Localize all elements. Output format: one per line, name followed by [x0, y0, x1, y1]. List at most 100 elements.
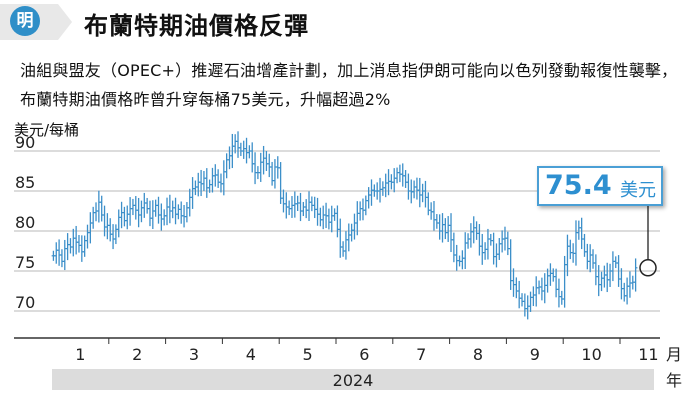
price-bar-3-4 — [173, 197, 178, 225]
price-bar-7-3 — [398, 164, 402, 183]
price-bar-10-5 — [574, 220, 578, 266]
price-bar-9-11 — [534, 276, 539, 307]
price-bar-1-19 — [102, 205, 107, 237]
price-bar-1-6 — [65, 233, 70, 261]
price-bar-4-11 — [250, 142, 255, 173]
price-bar-6-1 — [335, 205, 340, 238]
price-bar-9-14 — [542, 273, 547, 304]
y-tick-label-75: 75 — [15, 253, 35, 272]
price-bar-7-17 — [437, 214, 442, 240]
price-bar-8-16 — [491, 232, 496, 265]
price-bar-10-18 — [611, 251, 615, 282]
price-bar-6-16 — [378, 177, 382, 203]
price-bar-9-7 — [523, 293, 527, 317]
price-bar-7-19 — [443, 218, 448, 240]
price-bar-6-6 — [349, 223, 354, 242]
price-bar-10-15 — [602, 265, 607, 288]
price-bar-3-6 — [179, 201, 184, 224]
price-bar-7-10 — [417, 177, 422, 208]
price-bar-8-12 — [480, 233, 485, 265]
price-bar-1-13 — [85, 224, 90, 249]
price-bar-7-5 — [403, 170, 408, 188]
price-bar-1-10 — [77, 235, 81, 253]
year-band — [52, 369, 654, 390]
price-bar-2-13 — [142, 192, 147, 218]
price-bar-2-11 — [136, 197, 141, 228]
price-bar-5-14 — [315, 197, 320, 226]
price-bar-5-16 — [321, 205, 326, 230]
price-bar-3-12 — [196, 172, 201, 197]
latest-price-callout: 75.4 美元 — [537, 166, 663, 206]
price-bar-8-17 — [494, 243, 499, 268]
price-bar-10-3 — [568, 239, 573, 260]
price-bar-8-11 — [477, 224, 482, 256]
price-bar-1-2 — [54, 242, 59, 264]
price-bar-5-5 — [290, 196, 294, 218]
price-bar-8-5 — [460, 250, 465, 270]
brand-badge: 明 — [10, 6, 40, 36]
price-bar-9-10 — [531, 286, 536, 307]
price-bar-5-20 — [332, 208, 337, 221]
price-bar-8-8 — [469, 223, 473, 248]
price-bar-10-14 — [599, 271, 604, 292]
price-bar-10-9 — [585, 243, 590, 270]
price-bar-10-11 — [591, 249, 595, 269]
price-bar-4-16 — [264, 151, 269, 171]
price-bar-3-3 — [170, 200, 175, 219]
price-bar-2-7 — [125, 205, 130, 230]
latest-price-value: 75.4 — [545, 170, 612, 201]
price-bar-6-5 — [346, 223, 351, 252]
price-bar-2-14 — [145, 197, 149, 214]
y-tick-label-80: 80 — [15, 213, 35, 232]
price-bar-5-9 — [301, 201, 306, 217]
price-bar-9-9 — [528, 291, 533, 312]
price-bar-11-6 — [633, 258, 638, 292]
price-bar-9-4 — [514, 277, 519, 299]
price-bar-7-18 — [440, 213, 445, 243]
price-bar-4-2 — [224, 153, 229, 179]
price-bar-9-6 — [520, 293, 524, 307]
price-bar-2-16 — [151, 200, 155, 229]
price-bar-4-7 — [239, 142, 243, 157]
price-bar-9-17 — [551, 268, 556, 282]
price-bar-3-19 — [216, 169, 220, 188]
x-tick-label-11: 11 — [638, 345, 658, 364]
page-title: 布蘭特期油價格反彈 — [84, 12, 309, 40]
price-bar-1-7 — [68, 238, 73, 254]
price-bar-1-4 — [60, 249, 64, 268]
price-bar-6-11 — [364, 195, 368, 216]
price-bar-8-14 — [486, 228, 490, 260]
price-bar-5-8 — [298, 192, 303, 222]
price-bar-7-15 — [432, 201, 436, 231]
price-bar-4-17 — [267, 153, 272, 178]
price-bar-6-18 — [383, 173, 388, 198]
y-axis-unit-label: 美元/每桶 — [14, 121, 80, 139]
price-bar-2-5 — [119, 201, 124, 229]
price-bar-7-16 — [435, 214, 439, 229]
price-bar-8-7 — [466, 233, 470, 249]
price-bar-9-1 — [506, 231, 510, 256]
price-bar-6-9 — [358, 201, 362, 221]
price-bar-6-10 — [361, 198, 365, 221]
price-bar-11-3 — [625, 277, 629, 305]
price-bar-10-13 — [596, 265, 601, 297]
price-bar-1-9 — [74, 225, 78, 255]
price-bar-3-20 — [219, 173, 223, 193]
price-bar-5-13 — [312, 196, 317, 219]
price-bar-5-2 — [281, 189, 286, 213]
x-tick-label-1: 1 — [75, 345, 85, 364]
price-bar-2-2 — [111, 224, 115, 250]
price-bar-3-8 — [185, 202, 189, 223]
price-bar-10-17 — [608, 263, 612, 287]
price-bar-1-12 — [82, 235, 87, 257]
price-bar-4-3 — [227, 146, 232, 170]
price-bar-6-13 — [369, 179, 374, 206]
price-bar-9-20 — [559, 290, 564, 305]
price-bar-4-10 — [247, 145, 252, 159]
price-bar-5-12 — [310, 196, 314, 212]
latest-price-marker — [639, 259, 657, 277]
price-bar-9-16 — [548, 263, 553, 286]
price-bar-3-10 — [190, 177, 195, 209]
x-tick-label-6: 6 — [359, 345, 369, 364]
price-bar-10-19 — [613, 256, 618, 269]
